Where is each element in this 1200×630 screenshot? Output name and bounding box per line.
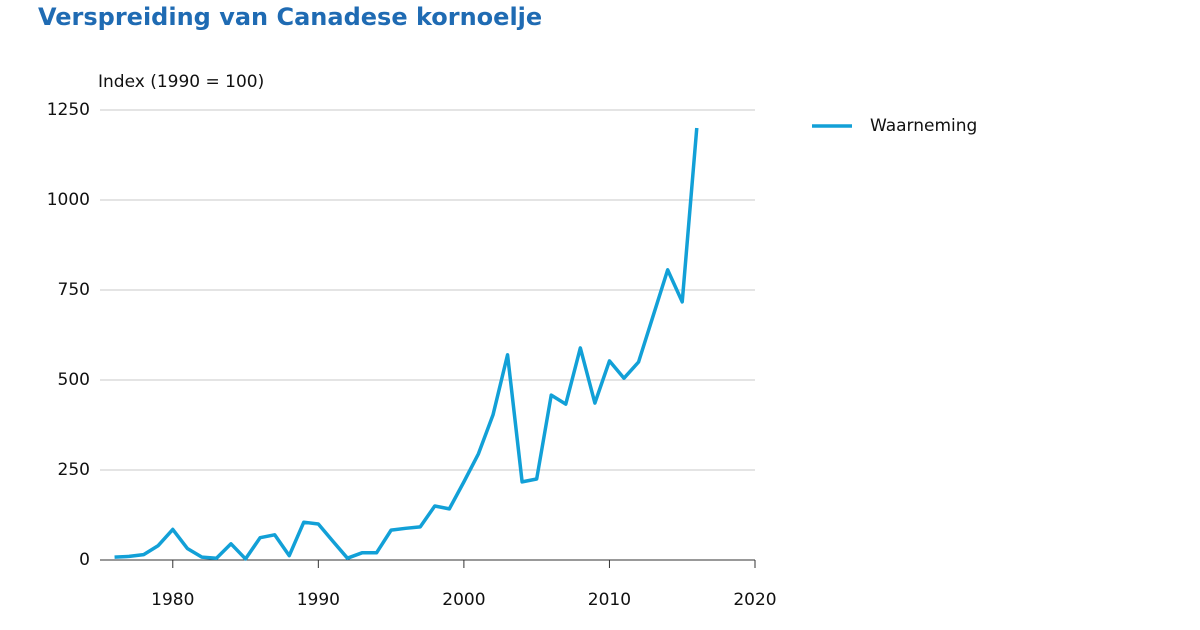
chart-title: Verspreiding van Canadese kornoelje <box>38 3 542 31</box>
line-series <box>114 127 699 561</box>
x-tick-label: 2000 <box>442 590 485 610</box>
y-tick-label: 1250 <box>47 100 90 120</box>
legend-label: Waarneming <box>870 116 977 136</box>
x-tick-label: 2010 <box>588 590 631 610</box>
x-tick-label: 1990 <box>297 590 340 610</box>
y-tick-label: 250 <box>58 460 90 480</box>
x-tick-label: 2020 <box>733 590 776 610</box>
y-tick-label: 0 <box>79 550 90 570</box>
y-tick-label: 1000 <box>47 190 90 210</box>
y-tick-label: 500 <box>58 370 90 390</box>
x-tick-label: 1980 <box>151 590 194 610</box>
y-tick-label: 750 <box>58 280 90 300</box>
y-axis-label: Index (1990 = 100) <box>98 72 264 92</box>
